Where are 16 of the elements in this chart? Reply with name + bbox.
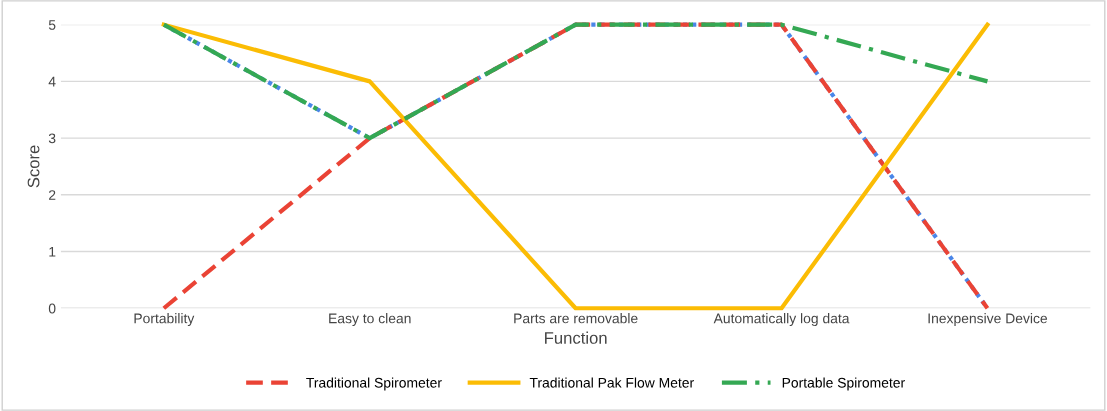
x-tick-label: Portability: [134, 313, 195, 327]
x-tick-label: Inexpensive Device: [928, 313, 1048, 327]
x-axis-title: Function: [545, 331, 607, 344]
y-tick-label: 1: [49, 247, 56, 257]
x-tick-label: Easy to clean: [329, 313, 411, 327]
legend-label: Traditional Spirometer: [306, 377, 442, 391]
x-tick-label: Automatically log data: [713, 313, 850, 327]
y-axis-title: Score: [27, 145, 40, 188]
x-tick-label: Parts are removable: [514, 313, 638, 324]
y-tick-label: 3: [48, 133, 56, 144]
legend-label: Traditional Pak Flow Meter: [529, 377, 694, 388]
y-tick-label: 0: [48, 303, 56, 314]
y-tick-label: 4: [48, 76, 56, 87]
y-tick-label: 2: [49, 190, 56, 200]
legend-label: Portable Spirometer: [782, 377, 905, 391]
y-tick-label: 5: [48, 20, 56, 30]
